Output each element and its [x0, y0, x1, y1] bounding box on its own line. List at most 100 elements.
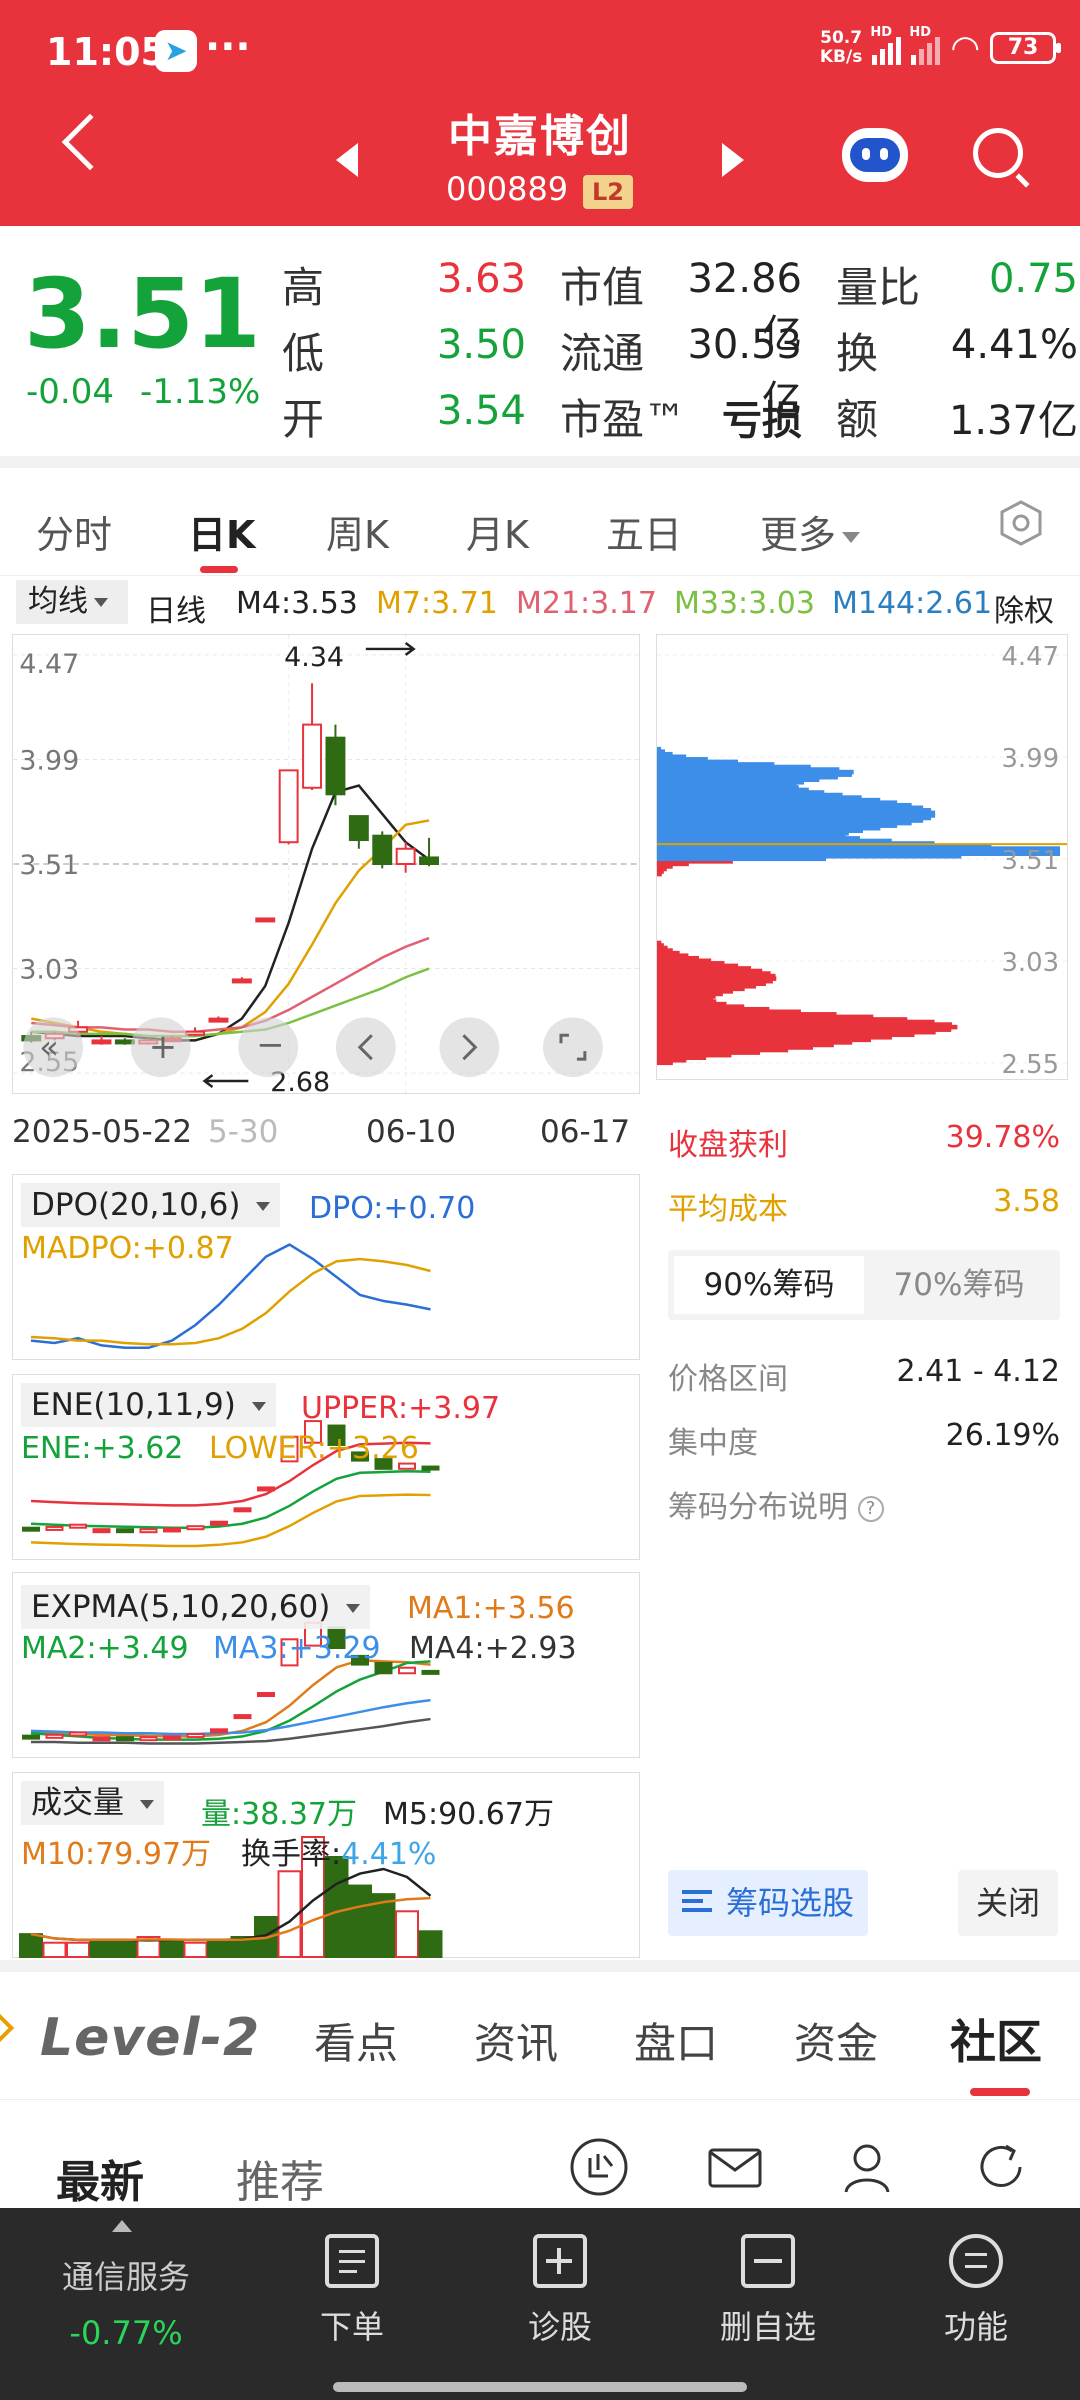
post-icon[interactable] [568, 2136, 630, 2198]
chip-bar [657, 948, 673, 953]
ene-candle [280, 1435, 299, 1463]
date-axis: 2025-05-22 5-30 06-10 06-17 [12, 1114, 642, 1154]
expma-chart [22, 1621, 440, 1745]
tab-recommend[interactable]: 推荐 [236, 2157, 324, 2208]
status-bar: 11:05 ➤ ··· 50.7 KB/s HD HD ◠ 73 [0, 0, 1080, 100]
refresh-icon[interactable] [970, 2136, 1032, 2198]
ene-mid-line [30, 1470, 431, 1529]
tab-daily-k[interactable]: 日K [188, 513, 256, 557]
tab-monthly-k[interactable]: 月K [466, 513, 529, 557]
settings-icon[interactable] [998, 500, 1044, 546]
chip-bar [657, 805, 924, 811]
candlestick-chart[interactable]: 4.473.993.513.032.55 4.34 2.68 « + − [12, 634, 640, 1094]
fullscreen-button[interactable] [543, 1017, 603, 1078]
ene-candle [92, 1528, 111, 1534]
candle-body [91, 1039, 112, 1045]
zoom-out-button[interactable] [238, 1017, 299, 1078]
zoom-out-fast-button[interactable] [23, 1017, 84, 1078]
expma-candle [421, 1669, 440, 1675]
functions-button[interactable]: 功能 [896, 2234, 1056, 2348]
tab-news[interactable]: 资讯 [474, 2019, 559, 2068]
volume-selector[interactable]: 成交量 [21, 1781, 164, 1825]
tab-five-day[interactable]: 五日 [606, 513, 683, 557]
tab-weekly-k[interactable]: 周K [326, 513, 389, 557]
tab-community[interactable]: 社区 [950, 2015, 1042, 2069]
date-mid1: 5-30 [208, 1114, 279, 1150]
ene-lower-line [30, 1493, 431, 1548]
scroll-right-button[interactable] [439, 1017, 500, 1078]
tab-highlights[interactable]: 看点 [314, 2019, 399, 2068]
candle-body [395, 847, 416, 865]
chip-bar [657, 940, 662, 946]
chip-bar [657, 1006, 770, 1012]
home-indicator[interactable] [333, 2382, 747, 2392]
tab-latest[interactable]: 最新 [56, 2157, 144, 2208]
expma-selector[interactable]: EXPMA(5,10,20,60) [21, 1585, 371, 1629]
ma-selector[interactable]: 均线 [16, 580, 128, 624]
chip-bar [657, 984, 757, 989]
tab-level2[interactable]: Level-2 [40, 2008, 261, 2068]
chip-select-button[interactable]: 筹码选股 [668, 1870, 868, 1936]
chevron-right-icon [0, 2013, 15, 2043]
volume-panel: 成交量 量:38.37万 M5:90.67万 M10:79.97万 换手率:4.… [12, 1772, 640, 1959]
sector-index[interactable]: 通信服务 -0.77% [36, 2252, 216, 2352]
user-icon[interactable] [836, 2136, 898, 2198]
dpo-selector[interactable]: DPO(20,10,6) [21, 1183, 281, 1227]
volume-bar [183, 1941, 208, 1958]
avg-cost-row: 平均成本 3.58 [668, 1184, 1060, 1227]
search-icon[interactable] [973, 128, 1023, 178]
mail-icon[interactable] [704, 2136, 766, 2198]
zoom-in-button[interactable] [130, 1017, 191, 1078]
tab-orderbook[interactable]: 盘口 [634, 2019, 719, 2068]
chip-bar [657, 774, 838, 780]
chip-y-tick: 3.51 [1001, 846, 1059, 876]
chip-bar [657, 769, 854, 775]
date-start: 2025-05-22 [12, 1114, 193, 1150]
adjust-mode[interactable]: 除权 [994, 594, 1054, 629]
tab-chip-90[interactable]: 90%筹码 [674, 1256, 864, 1314]
next-stock-icon[interactable] [722, 143, 744, 177]
chip-bar [657, 861, 689, 867]
chip-bar [657, 1029, 936, 1035]
volume-m10: M10:79.97万 [21, 1837, 212, 1872]
fullscreen-icon [559, 1033, 587, 1061]
chip-bar [657, 836, 860, 841]
tab-chip-70[interactable]: 70%筹码 [893, 1267, 1025, 1303]
ma-m7: M7:3.71 [376, 586, 498, 621]
remove-favorite-button[interactable]: 删自选 [688, 2234, 848, 2348]
chip-bar [657, 797, 881, 803]
chip-bar [657, 973, 776, 979]
chevron-down-icon [842, 532, 861, 543]
chip-bar [657, 866, 667, 872]
tab-capital[interactable]: 资金 [794, 2019, 879, 2068]
tab-intraday[interactable]: 分时 [36, 513, 113, 557]
order-button[interactable]: 下单 [272, 2234, 432, 2348]
chip-bar [657, 864, 673, 869]
ene-selector[interactable]: ENE(10,11,9) [21, 1383, 276, 1427]
mktcap-value: 32.86亿 [687, 256, 802, 358]
chip-bar [657, 757, 708, 762]
prev-stock-icon[interactable] [336, 143, 358, 177]
expma-ma1: MA1:+3.56 [407, 1591, 575, 1626]
float-label: 流通 [560, 329, 645, 378]
chip-bar [657, 1055, 707, 1060]
scroll-left-button[interactable] [335, 1017, 396, 1078]
robot-assistant-icon[interactable] [842, 128, 908, 182]
bottom-action-bar: 通信服务 -0.77% 下单 诊股 删自选 功能 [0, 2208, 1080, 2400]
volume-bar [348, 1884, 372, 1958]
chip-close-button[interactable]: 关闭 [958, 1870, 1058, 1936]
chip-tabs: 90%筹码 70%筹码 [668, 1250, 1060, 1320]
plus-icon: + [149, 1027, 177, 1066]
status-time: 11:05 [46, 30, 167, 74]
max-annotation: 4.34 [284, 642, 416, 673]
diagnose-button[interactable]: 诊股 [480, 2234, 640, 2348]
open-label: 开 [282, 395, 325, 444]
ene-candle [210, 1520, 228, 1526]
chip-bar [657, 961, 725, 966]
ma-line-m7 [31, 819, 430, 1038]
tab-more[interactable]: 更多 [760, 504, 861, 559]
y-tick-label: 4.47 [19, 649, 79, 680]
chip-bar [657, 958, 712, 964]
madpo-value: MADPO:+0.87 [21, 1231, 234, 1266]
chip-explain-link[interactable]: 筹码分布说明 ? [668, 1482, 1060, 1526]
